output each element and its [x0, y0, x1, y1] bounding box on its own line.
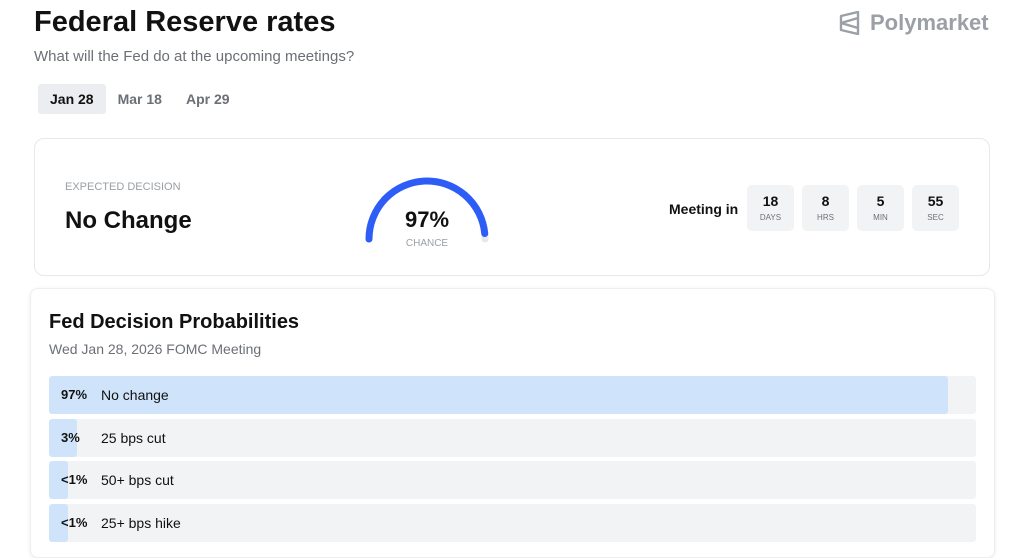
- countdown-unit: MIN: [873, 213, 888, 222]
- probability-label: <1%: [61, 514, 88, 530]
- probability-bar: [49, 461, 68, 499]
- summary-decision: No Change: [65, 207, 192, 234]
- tab[interactable]: Apr 29: [185, 91, 230, 107]
- gauge-value: 97%: [405, 207, 449, 232]
- tab[interactable]: Mar 18: [117, 91, 162, 107]
- countdown-unit: DAYS: [759, 213, 782, 222]
- gauge-fill: [365, 177, 489, 243]
- countdown-box: 55 SEC: [912, 185, 959, 231]
- brand: Polymarket: [838, 10, 989, 36]
- brand-name: Polymarket: [870, 10, 989, 35]
- countdown-unit: HRS: [817, 213, 834, 222]
- probability-row[interactable]: <1% 50+ bps cut: [49, 461, 976, 499]
- tabs: Jan 28 Mar 18 Apr 29: [38, 84, 242, 114]
- probability-label: 3%: [61, 429, 80, 445]
- page-title: Federal Reserve rates: [34, 6, 336, 38]
- outcome-name: 25+ bps hike: [101, 514, 181, 531]
- probability-label: <1%: [61, 472, 88, 487]
- countdown-value: 55: [927, 193, 944, 209]
- card-subtitle: Wed Jan 28, 2026 FOMC Meeting: [49, 341, 262, 357]
- rows: 97% No change 3% 25 bps cut <1% 50+ bps cut <1…: [49, 376, 976, 546]
- page-subtitle: What will the Fed do at the upcoming mee…: [34, 48, 355, 65]
- countdown-value: 8: [821, 193, 830, 209]
- page: Federal Reserve rates What will the Fed …: [30, 6, 995, 558]
- countdown-label: Meeting in: [669, 201, 739, 217]
- summary-label: EXPECTED DECISION: [65, 181, 181, 193]
- probability-row[interactable]: <1% 25+ bps hike: [49, 503, 976, 542]
- gauge-caption: CHANCE: [406, 238, 449, 249]
- probability-row[interactable]: 97% No change: [49, 376, 976, 414]
- probability-bar: [49, 376, 949, 414]
- probability-bar: [49, 418, 77, 457]
- probability-label: 97%: [61, 387, 88, 402]
- countdown-box: 5 MIN: [857, 185, 904, 231]
- tab[interactable]: Jan 28: [38, 84, 106, 114]
- outcome-name: No change: [101, 387, 169, 403]
- countdown-box: 18 DAYS: [747, 185, 794, 231]
- probability-row[interactable]: 3% 25 bps cut: [49, 418, 976, 457]
- summary-card: EXPECTED DECISION No Change 97% CHANCE Me…: [34, 138, 990, 276]
- outcome-name: 50+ bps cut: [101, 472, 174, 488]
- brand-icon: [839, 11, 860, 35]
- countdown-value: 18: [762, 193, 779, 209]
- countdown-value: 5: [876, 193, 885, 209]
- probabilities-card: Fed Decision Probabilities Wed Jan 28, 2…: [30, 288, 995, 558]
- countdown-unit: SEC: [927, 213, 944, 222]
- card-title: Fed Decision Probabilities: [49, 311, 300, 333]
- countdown: 18 DAYS 8 HRS 5 MIN 55 SEC: [747, 185, 959, 231]
- probability-bar: [49, 503, 68, 542]
- outcome-name: 25 bps cut: [101, 429, 166, 446]
- gauge: 97% CHANCE: [365, 177, 489, 249]
- countdown-box: 8 HRS: [802, 185, 849, 231]
